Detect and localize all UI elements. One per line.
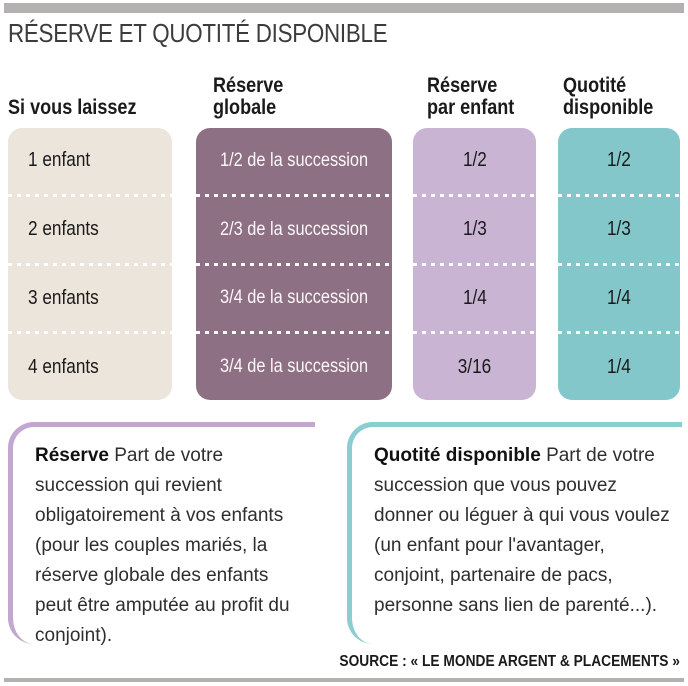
table-cell: 1/3 [413, 197, 536, 263]
column-si-vous-laissez: 1 enfant 2 enfants 3 enfants 4 enfants [8, 128, 172, 400]
table-cell: 1/4 [558, 266, 680, 332]
table-row-label: 1 enfant [8, 128, 172, 194]
header-text: Si vous laissez [8, 96, 137, 119]
cell-value: 1/3 [462, 218, 487, 241]
definition-term: Réserve [35, 445, 109, 466]
dotted-row-divider [196, 262, 392, 266]
table-cell: 2/3 de la succession [196, 197, 392, 263]
cell-value: 1/2 [462, 149, 487, 172]
definition-term: Quotité disponible [374, 445, 541, 466]
dotted-row-divider [196, 193, 392, 197]
definition-box-quotite-disponible: Quotité disponible Part de votre success… [347, 422, 682, 644]
cell-value: 1/4 [462, 286, 487, 309]
definition-body: Part de votre succession que vous pouvez… [374, 445, 670, 616]
dotted-row-divider [558, 193, 680, 197]
cell-value: 1/2 de la succession [219, 149, 369, 171]
table-cell: 1/2 [413, 128, 536, 194]
table-cell: 1/4 [558, 334, 680, 400]
dotted-row-divider [196, 331, 392, 335]
source-credit-text: SOURCE : « LE MONDE ARGENT & PLACEMENTS … [339, 653, 680, 670]
column-header-reserve-globale: Réserve globale [213, 75, 295, 119]
cell-value: 3 enfants [28, 286, 99, 309]
page-title: RÉSERVE ET QUOTITÉ DISPONIBLE [8, 18, 449, 49]
dotted-row-divider [558, 262, 680, 266]
cell-value: 3/4 de la succession [219, 287, 369, 309]
definition-text: Réserve Part de votre succession qui rev… [35, 441, 303, 651]
column-header-quotite-disponible: Quotité disponible [563, 75, 668, 119]
cell-value: 1/4 [607, 355, 631, 378]
cell-value: 1 enfant [28, 149, 91, 172]
cell-value: 4 enfants [28, 355, 99, 378]
column-quotite-disponible: 1/2 1/3 1/4 1/4 [558, 128, 680, 400]
table-cell: 1/4 [413, 266, 536, 332]
dotted-row-divider [413, 262, 536, 266]
column-header-reserve-par-enfant: Réserve par enfant [427, 75, 529, 119]
cell-value: 3/4 de la succession [219, 356, 369, 378]
dotted-row-divider [413, 193, 536, 197]
dotted-row-divider [558, 331, 680, 335]
table-cell: 3/4 de la succession [196, 266, 392, 332]
header-line-2: disponible [563, 96, 654, 119]
dotted-row-divider [8, 262, 172, 266]
cell-value: 2 enfants [28, 218, 99, 241]
source-credit: SOURCE : « LE MONDE ARGENT & PLACEMENTS … [0, 653, 680, 671]
table-cell: 3/4 de la succession [196, 334, 392, 400]
table-cell: 1/2 de la succession [196, 128, 392, 194]
definition-body: Part de votre succession qui revient obl… [35, 445, 290, 646]
dotted-row-divider [8, 193, 172, 197]
definition-text: Quotité disponible Part de votre success… [374, 441, 672, 621]
header-line-2: globale [213, 96, 277, 119]
page-title-text: RÉSERVE ET QUOTITÉ DISPONIBLE [8, 18, 388, 48]
cell-value: 1/2 [607, 149, 631, 172]
table-row-label: 4 enfants [8, 334, 172, 400]
definition-box-reserve: Réserve Part de votre succession qui rev… [8, 422, 315, 646]
cell-value: 2/3 de la succession [219, 218, 369, 240]
dotted-row-divider [8, 331, 172, 335]
bottom-divider-bar [4, 678, 684, 682]
table-row-label: 3 enfants [8, 266, 172, 332]
table-cell: 1/2 [558, 128, 680, 194]
column-header-si-vous-laissez: Si vous laissez [8, 97, 157, 119]
cell-value: 3/16 [457, 355, 492, 378]
table-cell: 1/3 [558, 197, 680, 263]
table-cell: 3/16 [413, 334, 536, 400]
table-row-label: 2 enfants [8, 197, 172, 263]
top-divider-bar [4, 3, 684, 13]
header-line-1: Réserve [427, 74, 498, 97]
dotted-row-divider [413, 331, 536, 335]
header-line-2: par enfant [427, 96, 515, 119]
column-reserve-globale: 1/2 de la succession 2/3 de la successio… [196, 128, 392, 400]
cell-value: 1/3 [607, 218, 631, 241]
cell-value: 1/4 [607, 286, 631, 309]
column-reserve-par-enfant: 1/2 1/3 1/4 3/16 [413, 128, 536, 400]
header-line-1: Quotité [563, 74, 627, 97]
header-line-1: Réserve [213, 74, 284, 97]
